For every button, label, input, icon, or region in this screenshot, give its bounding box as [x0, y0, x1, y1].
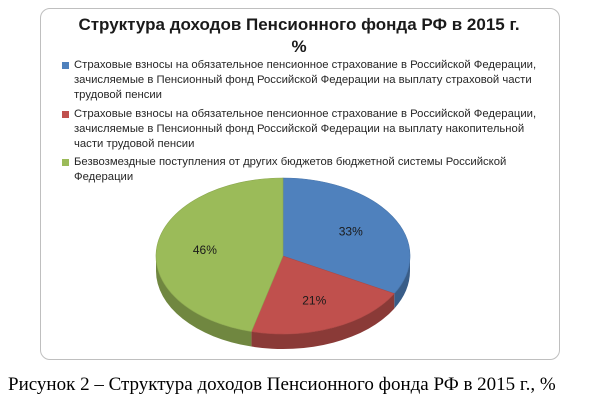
legend-swatch [62, 159, 69, 167]
pie-slice [155, 177, 284, 332]
chart-title-unit: % [291, 37, 307, 56]
pie-slice [250, 255, 395, 335]
pie-slice-side [251, 293, 395, 349]
legend-swatch [62, 62, 69, 69]
legend-label: Страховые взносы на обязательное пенсион… [74, 107, 537, 151]
figure-caption: Рисунок 2 – Структура доходов Пенсионног… [8, 374, 556, 395]
chart-title-text: Структура доходов Пенсионного фонда РФ в… [78, 15, 520, 34]
pie-slice [282, 177, 411, 294]
legend-item: Безвозмездные поступления от других бюдж… [62, 155, 552, 185]
pie-slice-label: 21% [302, 293, 326, 307]
chart-title: Структура доходов Пенсионного фонда РФ в… [50, 14, 548, 58]
legend-swatch [62, 110, 69, 118]
chart-legend: Страховые взносы на обязательное пенсион… [62, 58, 552, 189]
legend-label: Безвозмездные поступления от других бюдж… [74, 156, 507, 184]
legend-item: Страховые взносы на обязательное пенсион… [62, 107, 552, 153]
pie-slice-side [156, 256, 252, 347]
pie-slice-label: 46% [193, 243, 217, 257]
legend-label: Страховые взносы на обязательное пенсион… [74, 59, 537, 102]
pie-slice-side [394, 256, 410, 309]
pie-slice-label: 33% [339, 224, 363, 238]
legend-item: Страховые взносы на обязательное пенсион… [62, 58, 552, 104]
